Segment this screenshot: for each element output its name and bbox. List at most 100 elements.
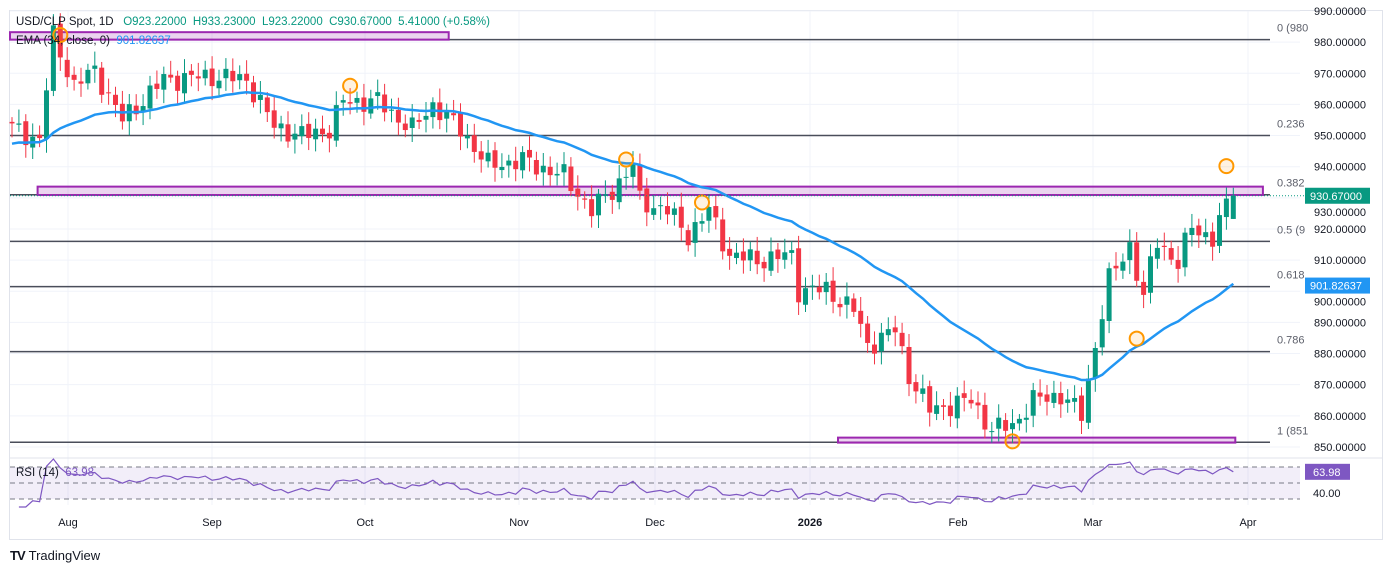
candle-body	[1079, 395, 1084, 421]
candle-body	[575, 188, 581, 197]
last-price-badge	[1305, 187, 1370, 204]
candle-body	[1072, 397, 1078, 402]
candle-body	[368, 98, 374, 114]
candle-body	[596, 193, 601, 216]
candle-body	[947, 405, 953, 417]
candle-body	[699, 221, 705, 224]
candle-body	[133, 105, 139, 115]
candle-body	[920, 388, 926, 394]
rsi-line	[18, 458, 1234, 508]
candle-body	[306, 123, 312, 138]
candle-body	[209, 68, 215, 87]
candle-body	[395, 110, 401, 123]
candle-body	[961, 393, 967, 398]
swing-marker	[1218, 158, 1235, 175]
candle-body	[520, 152, 526, 171]
candle-body	[644, 188, 650, 213]
fib-level-label: 0.5 (9	[1277, 224, 1305, 236]
candle-body	[188, 70, 194, 75]
candle-body	[485, 152, 491, 162]
candle-body	[816, 287, 822, 293]
swing-marker	[694, 194, 710, 211]
ohlc-high: H933.23000	[192, 16, 256, 28]
candle-body	[1106, 268, 1112, 321]
candle-body	[1092, 348, 1098, 378]
candle-body	[37, 134, 43, 139]
candle-body	[996, 417, 1002, 429]
candle-body	[451, 113, 457, 116]
candle-body	[409, 117, 415, 128]
candle-body	[389, 109, 394, 111]
candle-body	[941, 405, 946, 407]
candle-body	[651, 208, 657, 215]
fib-level-label: 0.786	[1277, 335, 1305, 347]
resistance-zone	[837, 436, 1237, 444]
candle-body	[478, 151, 484, 160]
swing-marker	[52, 26, 69, 43]
symbol-title: USD/CLP Spot, 1D	[16, 16, 114, 28]
candle-body	[223, 68, 229, 79]
candle-body	[692, 222, 698, 243]
candle-body	[568, 166, 574, 192]
candle-body	[885, 329, 891, 336]
candle-body	[727, 248, 733, 256]
candle-body	[506, 160, 512, 166]
candle-body	[1037, 392, 1043, 397]
candle-body	[844, 296, 850, 305]
ohlc-low: L923.22000	[261, 16, 323, 28]
candle-body	[803, 288, 808, 305]
rsi-legend[interactable]: RSI (14) 63.98	[16, 467, 94, 479]
tradingview-logo[interactable]: TV TradingView	[10, 548, 100, 563]
candle-body	[678, 206, 684, 228]
candle-body	[195, 76, 201, 79]
candle-body	[927, 386, 933, 413]
candle-body	[1175, 259, 1181, 269]
candle-body	[313, 128, 319, 140]
candle-body	[1182, 232, 1188, 268]
candle-body	[23, 121, 29, 146]
candle-body	[1127, 242, 1133, 261]
candle-body	[333, 105, 339, 141]
ema-price-badge	[1305, 277, 1370, 294]
candle-body	[637, 164, 643, 191]
ema-legend[interactable]: EMA (34, close, 0) 901.82637	[16, 35, 171, 47]
candle-body	[899, 332, 905, 347]
y-tick-label: 970.00000	[1314, 68, 1366, 80]
candle-body	[1120, 261, 1126, 271]
candle-body	[837, 303, 843, 308]
candle-body	[671, 208, 677, 215]
candle-body	[582, 198, 588, 200]
candle-body	[16, 123, 22, 125]
candle-body	[796, 248, 802, 303]
candle-body	[1168, 248, 1174, 260]
candle-body	[913, 382, 919, 392]
candle-body	[540, 165, 546, 173]
rsi-value-badge	[1305, 463, 1350, 480]
x-tick-label: Aug	[58, 517, 78, 529]
candle-body	[547, 166, 553, 176]
fib-level-label: 0.618	[1277, 270, 1305, 282]
candle-body	[1016, 418, 1022, 424]
candle-body	[147, 85, 153, 109]
candle-body	[1003, 420, 1009, 431]
candle-body	[237, 74, 243, 81]
candle-body	[168, 74, 174, 78]
candle-body	[230, 70, 236, 82]
candle-body	[257, 95, 263, 100]
candle-body	[1141, 281, 1147, 295]
candle-body	[747, 249, 753, 261]
candle-body	[1230, 195, 1236, 219]
ema-price-label: 901.82637	[1310, 281, 1362, 293]
candle-body	[982, 404, 988, 430]
candle-body	[71, 74, 77, 80]
x-tick-label: Nov	[509, 517, 529, 529]
candle-body	[706, 207, 712, 221]
candle-body	[1154, 247, 1160, 259]
rsi-value-axis-label: 63.98	[1313, 467, 1341, 479]
candle-body	[623, 176, 629, 178]
candle-body	[1085, 378, 1091, 423]
candle-body	[1030, 390, 1036, 416]
candle-body	[382, 94, 388, 113]
swing-marker	[618, 151, 635, 168]
